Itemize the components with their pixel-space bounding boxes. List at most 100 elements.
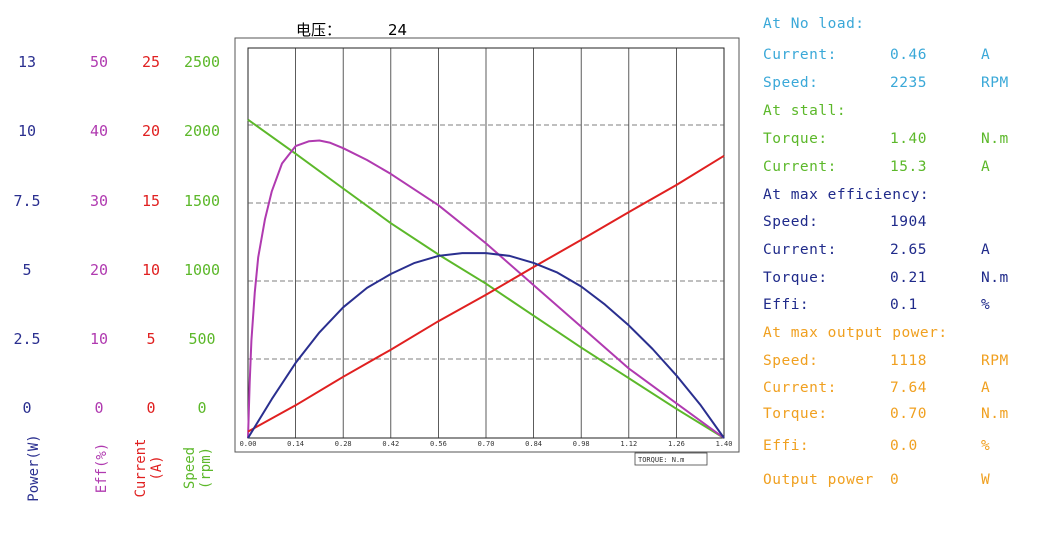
- stat-label: Output power: [763, 472, 874, 488]
- y-axis-title-current: Current: [133, 438, 149, 497]
- stat-unit: A: [981, 242, 991, 258]
- y-axis-title-speed: Speed: [182, 447, 198, 489]
- voltage-label: 电压：: [296, 21, 341, 39]
- max-eff-speed-row: Speed: 1904: [763, 214, 926, 234]
- stat-label: Speed:: [763, 75, 819, 91]
- series-line-speed: [247, 118, 725, 439]
- stat-label: Speed:: [763, 353, 819, 369]
- y-axis-title-power: Power(W): [26, 434, 42, 501]
- stall-title: At stall:: [763, 103, 847, 119]
- y-tick-label-power: 0: [22, 399, 31, 417]
- stat-label: Torque:: [763, 131, 828, 147]
- stat-label: Speed:: [763, 214, 819, 230]
- y-tick-label-current: 20: [142, 122, 160, 140]
- stall-current-row: Current: 15.3 A: [763, 159, 990, 179]
- y-tick-label-speed: 2500: [184, 53, 220, 71]
- max-power-effi-row: Effi: 0.0 %: [763, 438, 990, 458]
- x-tick-label: 0.84: [525, 440, 542, 448]
- y-tick-label-eff: 50: [90, 53, 108, 71]
- y-axis-title-eff: Eff(%): [94, 443, 110, 494]
- y-tick-label-current: 10: [142, 261, 160, 279]
- voltage-value: 24: [388, 21, 407, 39]
- motor-curve-chart: 13107.552.505040302010025201510502500200…: [13, 21, 740, 502]
- y-tick-label-current: 0: [146, 399, 155, 417]
- y-tick-label-eff: 0: [94, 399, 103, 417]
- max-power-speed-row: Speed: 1118 RPM: [763, 353, 1008, 373]
- y-tick-label-power: 13: [18, 53, 36, 71]
- stat-unit: A: [981, 380, 991, 396]
- max-power-torque-row: Torque: 0.70 N.m: [763, 406, 1008, 426]
- stat-value: 0.46: [890, 47, 927, 63]
- stat-unit: W: [981, 472, 991, 488]
- y-tick-label-speed: 0: [197, 399, 206, 417]
- x-tick-label: 1.40: [716, 440, 733, 448]
- stat-unit: A: [981, 47, 991, 63]
- y-axis-title-current: (A): [149, 455, 165, 480]
- y-tick-label-speed: 2000: [184, 122, 220, 140]
- max-eff-current-row: Current: 2.65 A: [763, 242, 990, 262]
- x-tick-label: 0.42: [382, 440, 399, 448]
- stat-unit: %: [981, 438, 991, 454]
- no-load-current-row: Current: 0.46 A: [763, 47, 990, 67]
- stat-label: Current:: [763, 380, 837, 396]
- stat-value: 0.70: [890, 406, 927, 422]
- stat-label: Effi:: [763, 297, 810, 313]
- stat-unit: A: [981, 159, 991, 175]
- motor-stats-panel: At No load: Current: 0.46 A Speed: 2235 …: [763, 10, 1044, 500]
- max-eff-effi-row: Effi: 0.1 %: [763, 297, 990, 317]
- stat-label: Current:: [763, 159, 837, 175]
- x-tick-label: 0.98: [573, 440, 590, 448]
- stat-value: 15.3: [890, 159, 927, 175]
- stat-value: 7.64: [890, 380, 927, 396]
- x-tick-label: 0.70: [478, 440, 495, 448]
- stat-unit: N.m: [981, 406, 1009, 422]
- x-tick-label: 0.00: [240, 440, 257, 448]
- stat-unit: N.m: [981, 270, 1009, 286]
- series-line-eff: [247, 139, 725, 439]
- max-power-current-row: Current: 7.64 A: [763, 380, 990, 400]
- y-tick-label-speed: 1000: [184, 261, 220, 279]
- stat-unit: N.m: [981, 131, 1009, 147]
- x-tick-label: 1.12: [620, 440, 637, 448]
- stat-value: 0.0: [890, 438, 918, 454]
- max-eff-torque-row: Torque: 0.21 N.m: [763, 270, 1008, 290]
- stat-value: 1904: [890, 214, 927, 230]
- y-tick-label-power: 10: [18, 122, 36, 140]
- stat-label: Torque:: [763, 270, 828, 286]
- x-tick-labels: 0.00 0.14 0.28 0.42 0.56 0.70 0.84 0.98 1.12 1.26…: [240, 440, 733, 448]
- stat-value: 1118: [890, 353, 927, 369]
- stat-value: 2235: [890, 75, 927, 91]
- stat-unit: RPM: [981, 75, 1009, 91]
- stat-label: Current:: [763, 242, 837, 258]
- stat-value: 2.65: [890, 242, 927, 258]
- y-tick-label-eff: 40: [90, 122, 108, 140]
- stat-value: 0.1: [890, 297, 918, 313]
- stat-unit: RPM: [981, 353, 1009, 369]
- stat-label: Current:: [763, 47, 837, 63]
- x-unit-label: TORQUE: N.m: [638, 456, 684, 464]
- y-tick-label-power: 2.5: [13, 330, 40, 348]
- stat-value: 0: [890, 472, 900, 488]
- x-tick-label: 1.26: [668, 440, 685, 448]
- y-tick-label-power: 5: [22, 261, 31, 279]
- series-line-power: [247, 252, 725, 439]
- y-tick-label-power: 7.5: [13, 192, 40, 210]
- max-power-title: At max output power:: [763, 325, 948, 341]
- stat-label: Torque:: [763, 406, 828, 422]
- stat-label: Effi:: [763, 438, 810, 454]
- y-tick-label-current: 15: [142, 192, 160, 210]
- y-tick-label-eff: 30: [90, 192, 108, 210]
- x-unit-box: [634, 452, 708, 466]
- y-tick-label-speed: 500: [188, 330, 215, 348]
- series-line-current: [247, 154, 725, 433]
- no-load-speed-row: Speed: 2235 RPM: [763, 75, 1008, 95]
- stat-unit: %: [981, 297, 991, 313]
- y-tick-label-eff: 20: [90, 261, 108, 279]
- series-lines: [247, 118, 725, 439]
- y-tick-label-eff: 10: [90, 330, 108, 348]
- max-power-output-row: Output power 0 W: [763, 472, 990, 492]
- y-tick-label-speed: 1500: [184, 192, 220, 210]
- y-tick-label-current: 5: [146, 330, 155, 348]
- y-axis-groups: 13107.552.505040302010025201510502500200…: [13, 53, 220, 502]
- stat-value: 0.21: [890, 270, 927, 286]
